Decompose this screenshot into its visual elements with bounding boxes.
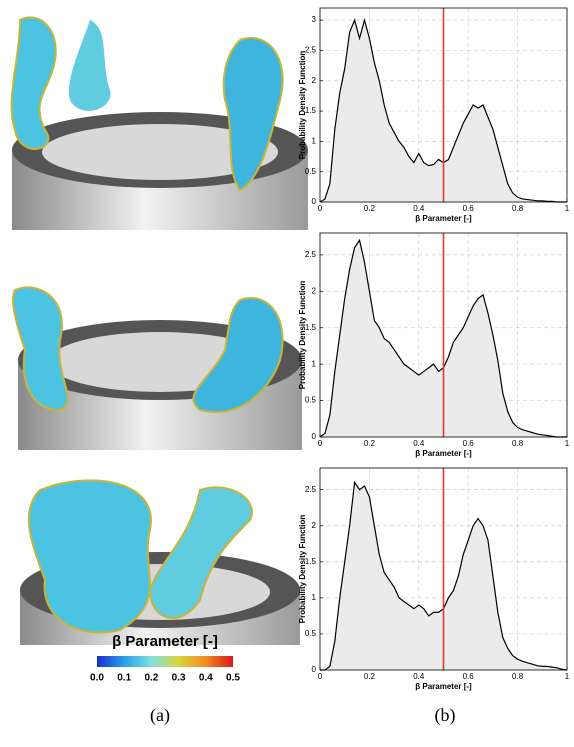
x-axis-label: β Parameter [-] xyxy=(415,449,472,458)
x-tick-label: 0.4 xyxy=(413,672,425,681)
y-tick-label: 2.5 xyxy=(305,485,317,494)
colorbar-title: β Parameter [-] xyxy=(112,633,218,650)
rendering-1 xyxy=(10,16,308,230)
y-axis-label: Probability Density Function xyxy=(298,281,307,390)
panel-label: (b) xyxy=(435,705,456,726)
x-tick-label: 0.8 xyxy=(512,439,524,448)
x-axis-label: β Parameter [-] xyxy=(415,682,472,691)
area xyxy=(320,20,567,202)
y-tick-label: 1.5 xyxy=(305,557,317,566)
y-tick-label: 0.5 xyxy=(305,629,317,638)
colorbar xyxy=(97,656,233,667)
colorbar-tick-label: 0.3 xyxy=(172,673,186,684)
y-tick-label: 3 xyxy=(312,15,317,24)
x-tick-label: 0.6 xyxy=(463,672,475,681)
x-tick-label: 0.4 xyxy=(413,439,425,448)
y-tick-label: 2 xyxy=(312,76,317,85)
x-tick-label: 0.6 xyxy=(463,439,475,448)
panel-label: (a) xyxy=(150,705,170,726)
x-tick-label: 0 xyxy=(318,204,323,213)
y-tick-label: 0 xyxy=(312,665,317,674)
x-tick-label: 0 xyxy=(318,672,323,681)
y-tick-label: 2.5 xyxy=(305,46,317,55)
x-tick-label: 0.2 xyxy=(364,204,376,213)
x-axis-label: β Parameter [-] xyxy=(415,214,472,223)
colorbar-tick-label: 0.0 xyxy=(90,673,104,684)
area xyxy=(320,240,567,437)
plot-frame xyxy=(319,7,568,203)
x-tick-label: 0 xyxy=(318,439,323,448)
rendering-3 xyxy=(20,479,300,645)
colorbar-tick-label: 0.5 xyxy=(226,673,240,684)
x-tick-label: 1 xyxy=(565,672,570,681)
y-axis-label: Probability Density Function xyxy=(298,515,307,624)
y-tick-label: 2 xyxy=(312,521,317,530)
area xyxy=(320,482,567,670)
y-axis-label: Probability Density Function xyxy=(298,51,307,160)
y-tick-label: 0 xyxy=(312,197,317,206)
y-tick-label: 1.5 xyxy=(305,323,317,332)
y-tick-label: 1 xyxy=(312,136,317,145)
plot-frame xyxy=(319,467,568,671)
y-tick-label: 2.5 xyxy=(305,250,317,259)
y-tick-label: 0.5 xyxy=(305,167,317,176)
x-tick-label: 0.2 xyxy=(364,439,376,448)
x-tick-label: 0.8 xyxy=(512,204,524,213)
y-tick-label: 0.5 xyxy=(305,396,317,405)
rendering-2 xyxy=(12,286,302,450)
y-tick-label: 0 xyxy=(312,432,317,441)
y-tick-label: 1.5 xyxy=(305,106,317,115)
x-tick-label: 1 xyxy=(565,439,570,448)
x-tick-label: 0.2 xyxy=(364,672,376,681)
colorbar-tick-label: 0.2 xyxy=(144,673,158,684)
colorbar-tick-label: 0.1 xyxy=(117,673,131,684)
x-tick-label: 0.4 xyxy=(413,204,425,213)
plot-frame xyxy=(319,232,568,438)
y-tick-label: 2 xyxy=(312,286,317,295)
colorbar-tick-label: 0.4 xyxy=(199,673,213,684)
x-tick-label: 0.8 xyxy=(512,672,524,681)
y-tick-label: 1 xyxy=(312,593,317,602)
x-tick-label: 1 xyxy=(565,204,570,213)
y-tick-label: 1 xyxy=(312,359,317,368)
x-tick-label: 0.6 xyxy=(463,204,475,213)
